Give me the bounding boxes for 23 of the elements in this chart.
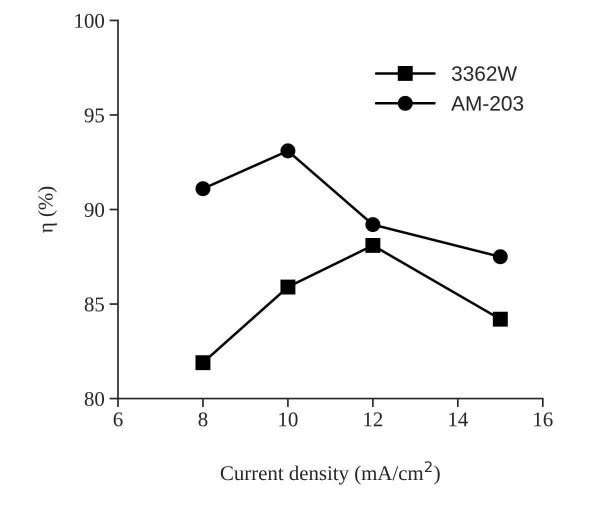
x-tick-label: 12: [364, 412, 382, 426]
point: [365, 238, 380, 253]
legend-label: 3362W: [452, 66, 518, 81]
x-tick-label: 16: [534, 412, 553, 426]
y-tick-label: 95: [84, 108, 104, 122]
point: [280, 143, 296, 158]
x-tick-label: 10: [279, 412, 298, 426]
x-tick-label: 8: [198, 412, 208, 426]
x-tick-label: 6: [114, 412, 123, 426]
x-tick-label: 14: [449, 412, 468, 426]
y-axis-title: η (%): [38, 186, 57, 233]
point: [195, 355, 210, 370]
point: [365, 217, 380, 232]
y-tick-label: 90: [84, 202, 104, 217]
point: [492, 249, 508, 264]
point: [280, 280, 296, 294]
legend-label: AM-203: [451, 96, 524, 111]
y-tick-label: 80: [84, 392, 104, 406]
x-axis-title: Current density (mA/cm$^{2}$): [220, 461, 440, 485]
y-tick-label: 100: [75, 14, 104, 28]
y-tick-label: 85: [84, 297, 104, 312]
point: [195, 181, 210, 196]
point: [492, 312, 508, 327]
